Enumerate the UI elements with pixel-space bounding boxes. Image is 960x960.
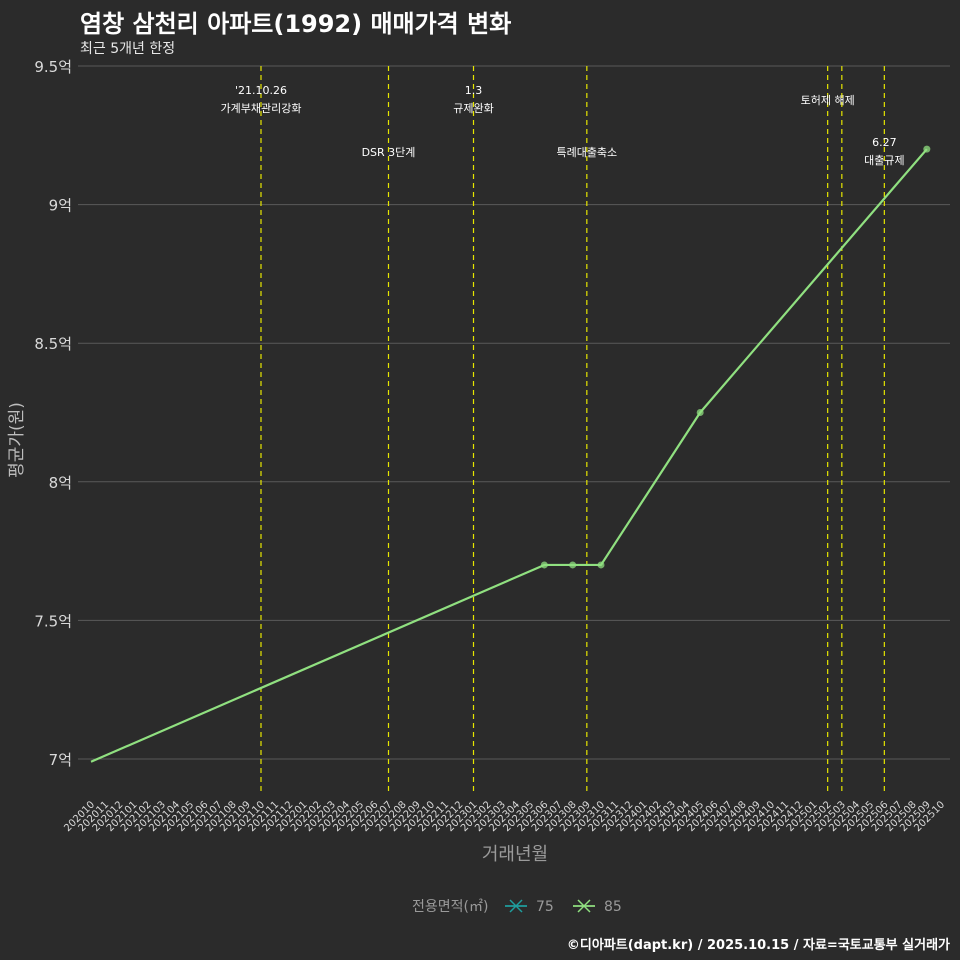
source-caption: ©디아파트(dapt.kr) / 2025.10.15 / 자료=국토교통부 실… (566, 938, 950, 953)
data-point-85-2 (597, 561, 605, 569)
data-point-85-1 (569, 561, 577, 569)
legend-title: 전용면적(㎡) (412, 899, 488, 915)
event-annotation-1-line1: DSR 3단계 (362, 146, 416, 159)
legend-swatch-x2-85 (577, 899, 591, 913)
legend-item-85: 85 (573, 899, 622, 915)
y-axis-ticks: 7억 7.5억 8억 8.5억 9억 9.5억 (34, 58, 72, 769)
event-lines (260, 66, 885, 795)
event-annotation-6-line2: 대출규제 (864, 154, 904, 167)
event-annotation-0-line2: 가계부채관리강화 (221, 102, 302, 115)
event-annotation-6-line1: 6.27 (872, 136, 897, 149)
legend-swatch-x2-75 (509, 899, 523, 913)
data-point-85-4 (923, 145, 931, 153)
x-axis-label: 거래년월 (482, 844, 548, 865)
legend-item-75: 75 (505, 899, 554, 915)
event-annotation-2-line1: 1.3 (465, 84, 483, 97)
data-point-85-3 (696, 409, 704, 416)
series-lines (90, 145, 931, 763)
y-tick-label-1: 7.5억 (34, 612, 72, 630)
y-axis-label: 평균가(원) (7, 402, 27, 478)
legend-label-75: 75 (536, 899, 554, 915)
legend: 전용면적(㎡) 75 85 (412, 899, 622, 915)
event-annotation-3-line1: 특례대출축소 (556, 146, 617, 159)
event-annotation-0-line1: '21.10.26 (235, 84, 287, 97)
x-axis-ticks: 2020102020112020122021012021022021032021… (62, 799, 947, 834)
y-tick-label-5: 9.5억 (34, 58, 72, 76)
y-tick-label-2: 8억 (49, 474, 72, 492)
event-annotation-2-line2: 규제완화 (453, 102, 493, 115)
y-tick-label-3: 8.5억 (34, 335, 72, 353)
grid-lines (78, 65, 950, 760)
data-point-85-0 (540, 561, 548, 569)
event-annotation-4-line1: 토허제 해제 (801, 93, 855, 107)
y-tick-label-0: 7억 (49, 751, 72, 769)
chart-title: 염창 삼천리 아파트(1992) 매매가격 변화 (80, 10, 512, 38)
series-line-85 (90, 148, 928, 763)
chart-subtitle: 최근 5개년 한정 (80, 41, 176, 57)
y-tick-label-4: 9억 (49, 197, 72, 215)
legend-label-85: 85 (604, 899, 622, 915)
